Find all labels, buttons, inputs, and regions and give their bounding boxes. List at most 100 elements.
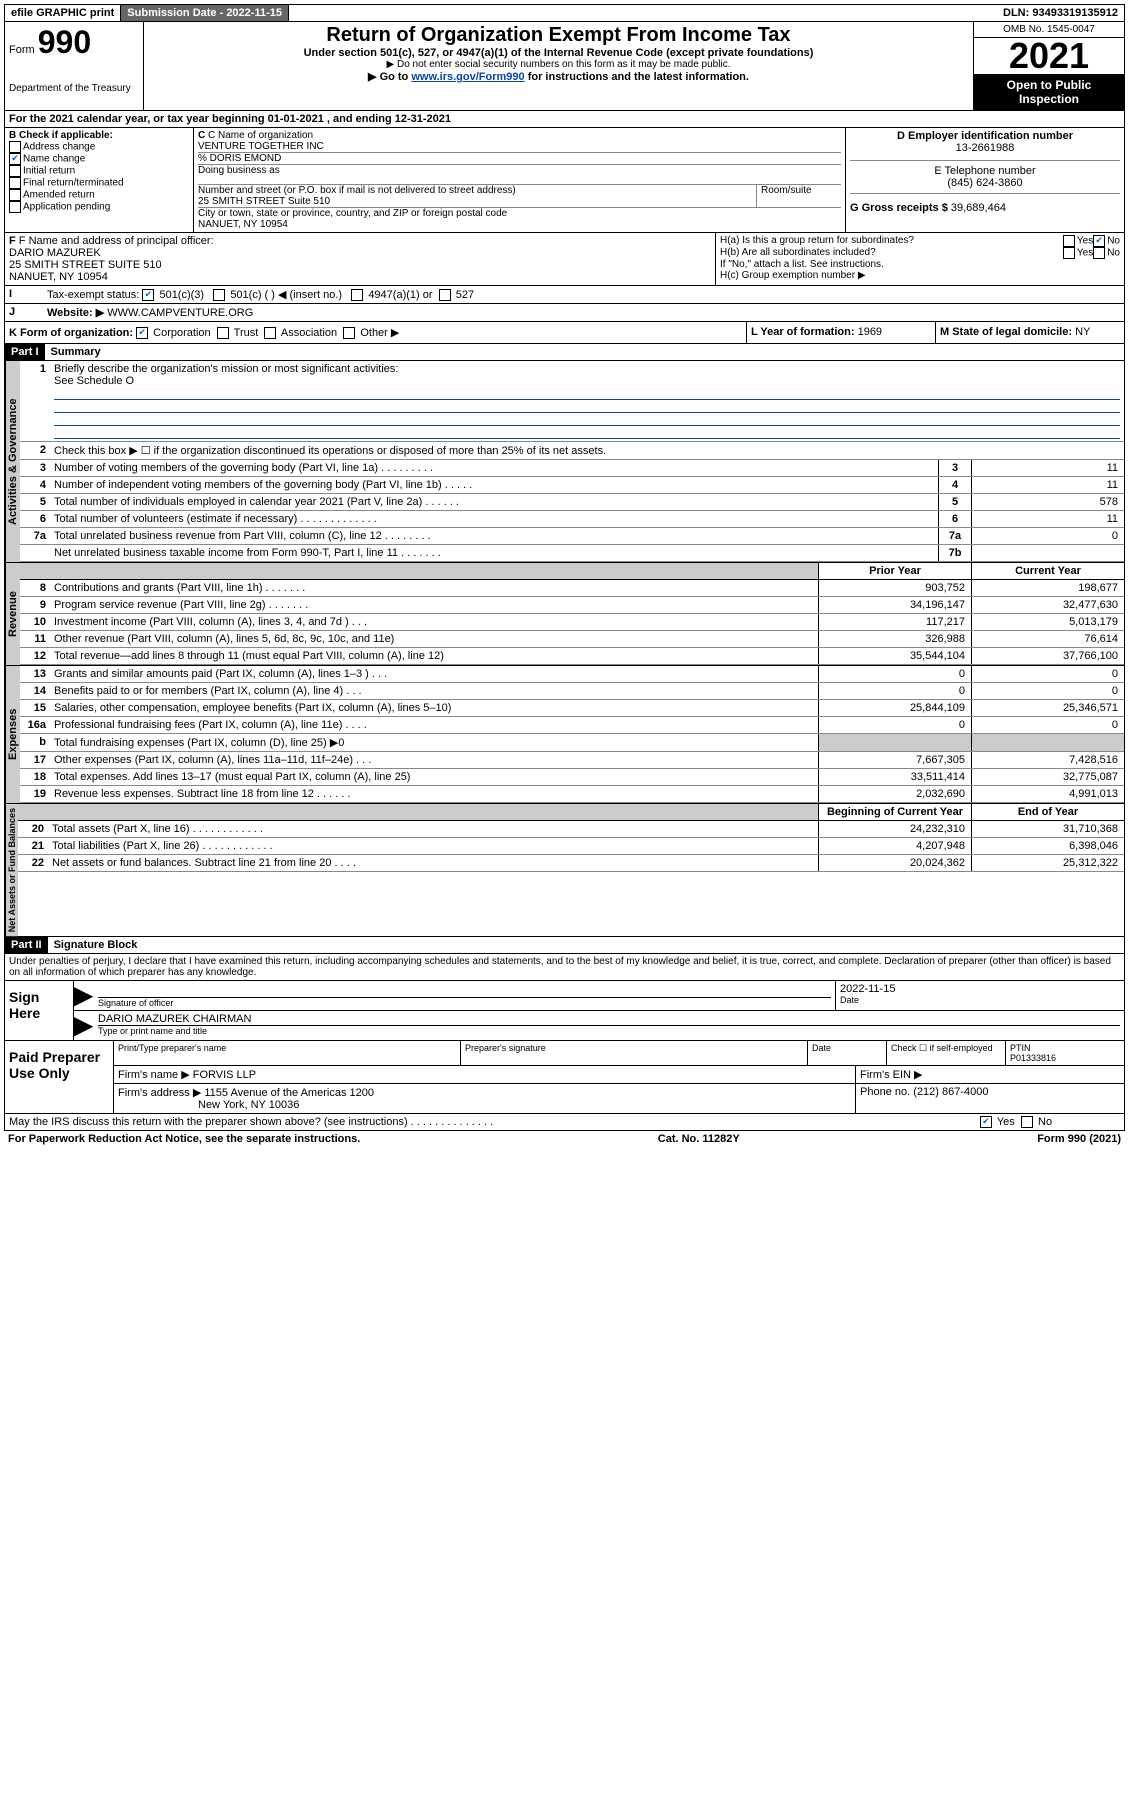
type-label: Type or print name and title: [98, 1026, 1120, 1036]
footer-form: Form 990 (2021): [1037, 1133, 1121, 1145]
form-title: Return of Organization Exempt From Incom…: [150, 24, 967, 47]
q1-answer: See Schedule O: [54, 375, 134, 387]
sig-officer-label: Signature of officer: [98, 998, 831, 1008]
summary-line: 7a Total unrelated business revenue from…: [20, 528, 1124, 545]
part2-label: Part II: [5, 937, 48, 953]
line-j: J Website: ▶ WWW.CAMPVENTURE.ORG: [4, 304, 1125, 322]
h-a: H(a) Is this a group return for subordin…: [720, 235, 1063, 247]
year-box: OMB No. 1545-0047 2021 Open to Public In…: [973, 22, 1124, 110]
chk-name[interactable]: ✔Name change: [9, 153, 189, 165]
part2-header: Part II Signature Block: [4, 937, 1125, 954]
domicile: NY: [1075, 326, 1090, 338]
date-label: Date: [840, 995, 1120, 1005]
chk-trust[interactable]: [217, 327, 229, 339]
f-label: F Name and address of principal officer:: [19, 235, 214, 247]
chk-application[interactable]: Application pending: [9, 201, 189, 213]
chk-address[interactable]: Address change: [9, 141, 189, 153]
tax-year: 2021: [974, 38, 1124, 74]
part1-label: Part I: [5, 344, 45, 360]
arrow-icon: ▶: [74, 981, 94, 1010]
hb-no[interactable]: No: [1093, 247, 1120, 259]
expense-line: 14 Benefits paid to or for members (Part…: [20, 683, 1124, 700]
l-label: L Year of formation:: [751, 326, 855, 338]
open-public: Open to Public Inspection: [974, 74, 1124, 110]
ha-no[interactable]: ✔No: [1093, 235, 1120, 247]
expenses-section: Expenses 13 Grants and similar amounts p…: [4, 666, 1125, 804]
revenue-line: 9 Program service revenue (Part VIII, li…: [20, 597, 1124, 614]
room-label: Room/suite: [756, 185, 841, 207]
prep-sig-label: Preparer's signature: [460, 1041, 807, 1065]
prep-date-label: Date: [807, 1041, 886, 1065]
subtitle: Under section 501(c), 527, or 4947(a)(1)…: [150, 47, 967, 59]
part1-title: Summary: [45, 344, 107, 360]
dba-label: Doing business as: [198, 165, 841, 176]
chk-other[interactable]: [343, 327, 355, 339]
street-addr: 25 SMITH STREET Suite 510: [198, 196, 756, 207]
j-label: Website: ▶: [47, 307, 104, 319]
line-a: For the 2021 calendar year, or tax year …: [4, 111, 1125, 128]
self-employed[interactable]: Check ☐ if self-employed: [886, 1041, 1005, 1065]
expense-line: 19 Revenue less expenses. Subtract line …: [20, 786, 1124, 803]
ha-yes[interactable]: Yes: [1063, 235, 1093, 247]
dln: DLN: 93493319135912: [997, 5, 1124, 21]
netassets-section: Net Assets or Fund Balances Beginning of…: [4, 804, 1125, 937]
netasset-line: 21 Total liabilities (Part X, line 26) .…: [18, 838, 1124, 855]
chk-501c3[interactable]: ✔: [142, 289, 154, 301]
chk-assoc[interactable]: [264, 327, 276, 339]
declaration: Under penalties of perjury, I declare th…: [4, 954, 1125, 981]
chk-amended[interactable]: Amended return: [9, 189, 189, 201]
preparer-block: Paid Preparer Use Only Print/Type prepar…: [4, 1041, 1125, 1114]
section-b: B Check if applicable: Address change ✔N…: [5, 128, 193, 232]
sig-date: 2022-11-15: [840, 983, 1120, 995]
vert-expenses: Expenses: [5, 666, 20, 803]
summary-line: 6 Total number of volunteers (estimate i…: [20, 511, 1124, 528]
officer-city: NANUET, NY 10954: [9, 271, 711, 283]
chk-initial[interactable]: Initial return: [9, 165, 189, 177]
website: WWW.CAMPVENTURE.ORG: [107, 307, 253, 319]
expense-line: b Total fundraising expenses (Part IX, c…: [20, 734, 1124, 752]
h-b: H(b) Are all subordinates included?: [720, 247, 1063, 259]
revenue-line: 8 Contributions and grants (Part VIII, l…: [20, 580, 1124, 597]
discuss-no[interactable]: [1021, 1116, 1033, 1128]
c-label: C C Name of organization: [198, 130, 841, 141]
officer-street: 25 SMITH STREET SUITE 510: [9, 259, 711, 271]
expense-line: 16a Professional fundraising fees (Part …: [20, 717, 1124, 734]
right-column: D Employer identification number 13-2661…: [845, 128, 1124, 232]
i-label: Tax-exempt status:: [47, 289, 139, 301]
summary-line: Net unrelated business taxable income fr…: [20, 545, 1124, 562]
hb-yes[interactable]: Yes: [1063, 247, 1093, 259]
revenue-line: 11 Other revenue (Part VIII, column (A),…: [20, 631, 1124, 648]
note-link: ▶ Go to www.irs.gov/Form990 for instruct…: [150, 70, 967, 83]
chk-4947[interactable]: [351, 289, 363, 301]
firm-addr-label: Firm's address ▶: [118, 1087, 201, 1099]
expense-line: 18 Total expenses. Add lines 13–17 (must…: [20, 769, 1124, 786]
q1: Briefly describe the organization's miss…: [54, 363, 398, 375]
sign-block: Sign Here ▶ Signature of officer 2022-11…: [4, 981, 1125, 1041]
ptin-label: PTIN: [1010, 1043, 1120, 1053]
phone: (845) 624-3860: [850, 177, 1120, 189]
chk-527[interactable]: [439, 289, 451, 301]
line-i: I Tax-exempt status: ✔ 501(c)(3) 501(c) …: [4, 286, 1125, 304]
expense-line: 17 Other expenses (Part IX, column (A), …: [20, 752, 1124, 769]
year-formation: 1969: [858, 326, 882, 338]
col-begin: Beginning of Current Year: [818, 804, 971, 820]
submission-date: Submission Date - 2022-11-15: [121, 5, 289, 21]
section-c: C C Name of organization VENTURE TOGETHE…: [193, 128, 1124, 232]
section-h: H(a) Is this a group return for subordin…: [715, 232, 1124, 285]
discuss-yes[interactable]: ✔: [980, 1116, 992, 1128]
chk-final[interactable]: Final return/terminated: [9, 177, 189, 189]
paperwork-notice: For Paperwork Reduction Act Notice, see …: [8, 1133, 360, 1145]
col-end: End of Year: [971, 804, 1124, 820]
street-label: Number and street (or P.O. box if mail i…: [198, 185, 756, 196]
chk-501c[interactable]: [213, 289, 225, 301]
form-label: Form: [9, 44, 35, 56]
city-val: NANUET, NY 10954: [198, 219, 841, 230]
col-prior: Prior Year: [818, 563, 971, 579]
irs-link[interactable]: www.irs.gov/Form990: [411, 71, 524, 83]
chk-corp[interactable]: ✔: [136, 327, 148, 339]
form-header: Form 990 Department of the Treasury Retu…: [4, 22, 1125, 111]
discuss-line: May the IRS discuss this return with the…: [4, 1114, 1125, 1131]
prep-name-label: Print/Type preparer's name: [114, 1041, 460, 1065]
part2-title: Signature Block: [48, 937, 144, 953]
care-of: % DORIS EMOND: [198, 153, 841, 165]
